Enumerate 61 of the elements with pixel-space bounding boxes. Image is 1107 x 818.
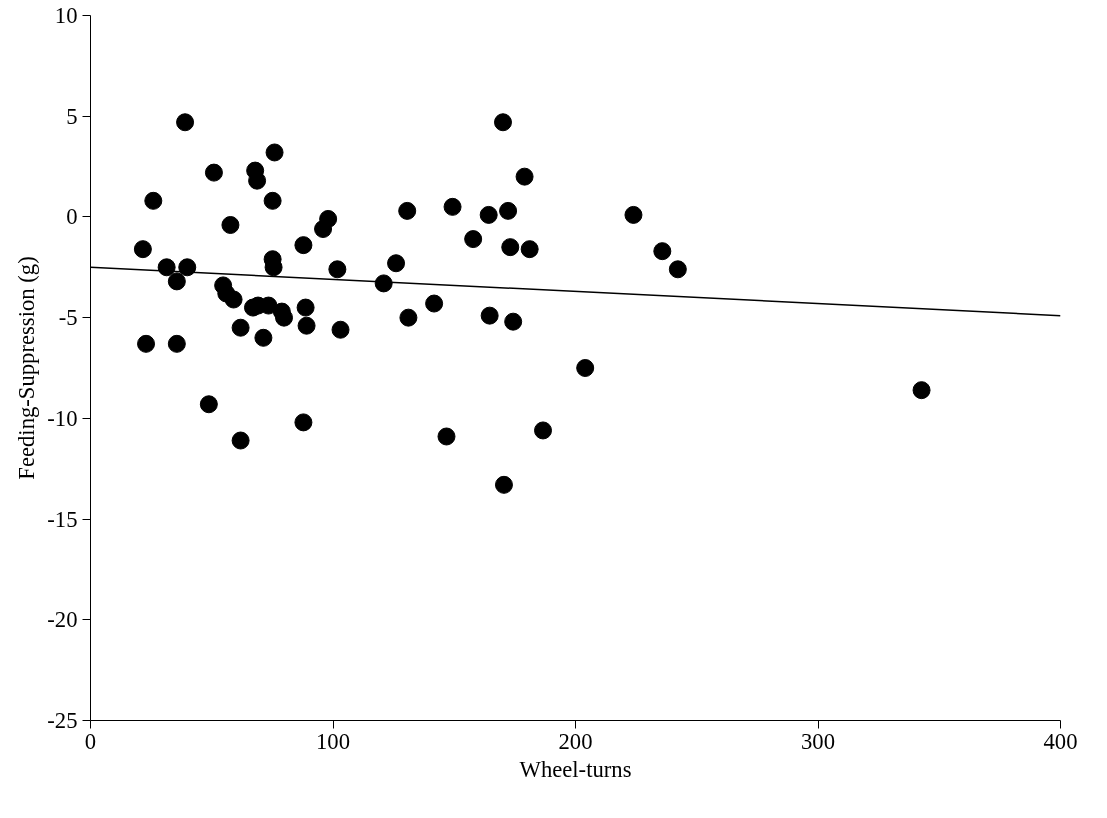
point (199, 395, 218, 414)
point (912, 381, 931, 400)
y-tick-label: -15 (47, 506, 78, 532)
x-tick-label: 400 (1043, 728, 1078, 754)
point (387, 254, 406, 273)
point (328, 260, 347, 279)
point (425, 294, 444, 313)
point (437, 427, 456, 446)
point (504, 312, 523, 331)
y-tick-label: 0 (66, 204, 78, 230)
point (144, 191, 163, 210)
point (265, 143, 284, 162)
point (296, 298, 315, 317)
point (399, 308, 418, 327)
y-tick-label: -5 (58, 305, 78, 331)
point (231, 318, 250, 337)
point (204, 163, 223, 182)
point (668, 260, 687, 279)
point (479, 205, 498, 224)
y-tick-label: -25 (47, 708, 78, 733)
point (331, 320, 350, 339)
y-tick-label: 10 (54, 3, 78, 28)
point (297, 316, 316, 335)
x-axis-title: Wheel-turns (519, 756, 632, 782)
point (494, 475, 513, 494)
point (294, 236, 313, 255)
point (231, 431, 250, 450)
point (167, 272, 186, 291)
point (398, 201, 417, 220)
point (374, 274, 393, 293)
point (224, 290, 243, 309)
x-tick-label: 200 (558, 728, 593, 754)
point (263, 191, 282, 210)
point (501, 238, 520, 257)
point (499, 201, 518, 220)
point (137, 334, 156, 353)
y-axis-title: Feeding-Suppression (g) (14, 256, 40, 480)
point (294, 413, 313, 432)
point (176, 113, 195, 132)
point (520, 240, 539, 259)
point (515, 167, 534, 186)
x-tick-label: 300 (801, 728, 835, 754)
y-tick-label: -10 (47, 405, 78, 431)
point (480, 306, 499, 325)
point (319, 209, 338, 228)
x-tick-label: 0 (84, 728, 97, 754)
x-tick-label: 100 (316, 728, 350, 754)
point (534, 421, 553, 440)
point (653, 242, 672, 261)
point (254, 328, 273, 347)
point (167, 334, 186, 353)
point (624, 205, 643, 224)
y-tick-label: 5 (66, 103, 78, 129)
y-tick-label: -20 (47, 607, 78, 633)
point (443, 197, 462, 216)
point (133, 240, 152, 259)
point (464, 230, 483, 249)
point (221, 216, 240, 234)
point (576, 359, 595, 377)
point (178, 258, 197, 277)
point (493, 113, 512, 132)
